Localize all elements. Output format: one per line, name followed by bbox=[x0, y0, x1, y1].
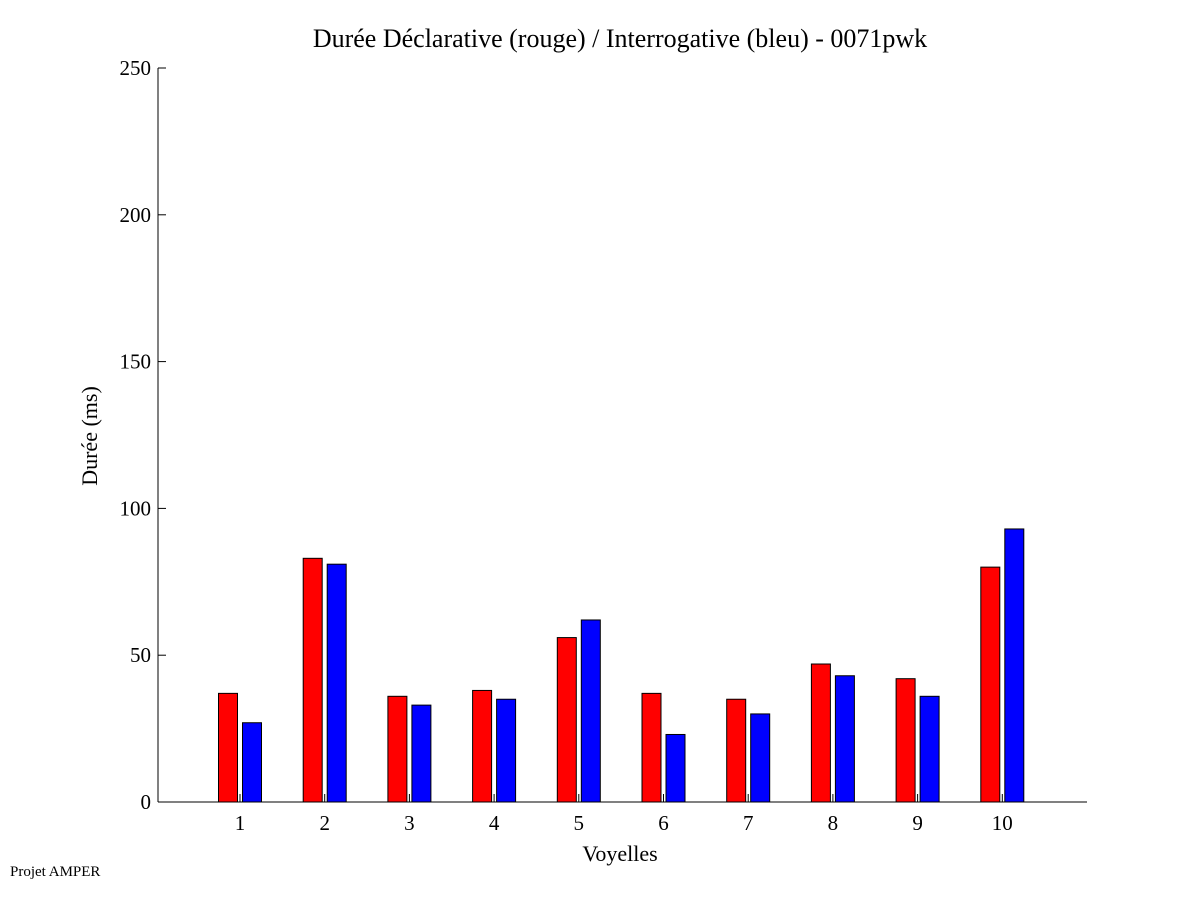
x-tick-labels: 1 2 3 4 5 6 7 8 9 10 bbox=[235, 811, 1013, 835]
bar-red-2 bbox=[302, 557, 323, 803]
x-axis-label: Voyelles bbox=[582, 841, 657, 866]
bar-blue-5 bbox=[580, 619, 601, 803]
x-tick-label: 2 bbox=[319, 811, 330, 835]
x-tick-label: 8 bbox=[828, 811, 839, 835]
bar-red-5 bbox=[556, 637, 577, 803]
x-tick-label: 7 bbox=[743, 811, 754, 835]
bar-blue-9 bbox=[919, 695, 940, 803]
y-tick-label: 50 bbox=[130, 643, 151, 667]
bar-red-8 bbox=[810, 663, 831, 803]
bar-red-9 bbox=[895, 678, 916, 803]
y-tick-label: 0 bbox=[141, 790, 152, 814]
x-tick-label: 9 bbox=[912, 811, 923, 835]
y-tick-label: 150 bbox=[120, 350, 152, 374]
axes bbox=[157, 67, 1087, 803]
y-tick-labels: 0 50 100 150 200 250 bbox=[120, 56, 152, 814]
bar-blue-7 bbox=[750, 713, 771, 803]
y-tick-label: 250 bbox=[120, 56, 152, 80]
bar-red-10 bbox=[980, 566, 1001, 803]
x-tick-label: 6 bbox=[658, 811, 669, 835]
bar-red-1 bbox=[218, 692, 238, 803]
bar-red-3 bbox=[387, 695, 408, 803]
y-tick-label: 100 bbox=[120, 496, 152, 520]
bar-red-4 bbox=[472, 689, 493, 803]
x-tick-label: 5 bbox=[574, 811, 585, 835]
bar-blue-10 bbox=[1004, 528, 1025, 803]
x-tick-label: 1 bbox=[235, 811, 246, 835]
chart-title: Durée Déclarative (rouge) / Interrogativ… bbox=[313, 24, 927, 53]
x-tick-label: 3 bbox=[404, 811, 415, 835]
bar-red-7 bbox=[726, 698, 747, 803]
bar-blue-8 bbox=[834, 675, 855, 803]
bar-red-6 bbox=[641, 692, 662, 803]
footer-note: Projet AMPER bbox=[10, 864, 101, 880]
bar-blue-6 bbox=[665, 733, 686, 803]
y-tick-label: 200 bbox=[120, 203, 152, 227]
x-tick-label: 10 bbox=[992, 811, 1013, 835]
bar-blue-4 bbox=[496, 698, 517, 803]
bar-blue-3 bbox=[411, 704, 432, 803]
y-axis-label: Durée (ms) bbox=[77, 386, 102, 486]
x-tick-label: 4 bbox=[489, 811, 500, 835]
bars bbox=[218, 528, 1025, 803]
bar-blue-1 bbox=[242, 722, 262, 803]
bar-blue-2 bbox=[326, 563, 347, 803]
